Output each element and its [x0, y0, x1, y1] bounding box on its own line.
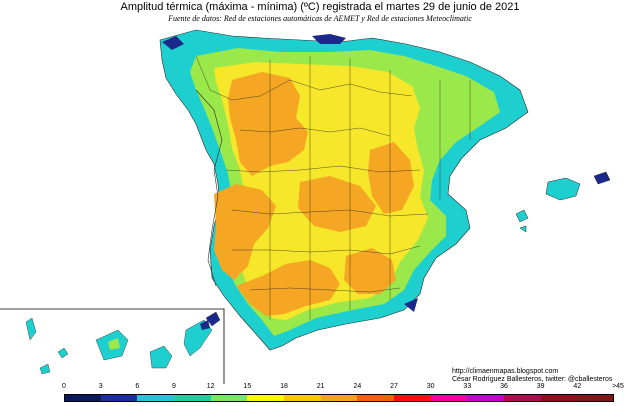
- map-subtitle: Fuente de datos: Red de estaciones autom…: [168, 14, 472, 23]
- legend-tick-label: 6: [135, 383, 140, 390]
- legend-tick-label: 39: [536, 383, 545, 390]
- legend-swatch: [577, 394, 615, 402]
- legend-tick-label: 24: [353, 383, 362, 390]
- legend-tick-label: 27: [390, 383, 398, 390]
- legend-tick-label: 12: [206, 383, 215, 390]
- credit-url: http://climaenmapas.blogspot.com: [452, 368, 559, 375]
- legend-tick-label: 3: [98, 383, 103, 390]
- menorca: [593, 171, 611, 185]
- ibiza: [515, 209, 529, 223]
- province-boundaries: [195, 55, 471, 320]
- legend-tick-label: 42: [573, 383, 582, 390]
- legend-swatch: [320, 394, 358, 402]
- legend-tick-label: >45: [612, 383, 624, 390]
- legend-tick-label: 0: [62, 383, 66, 390]
- inset-frame: [0, 308, 225, 384]
- legend-swatch: [467, 394, 505, 402]
- navy-coast-galicia: [162, 36, 184, 50]
- legend-tick-label: 33: [463, 383, 472, 390]
- lanzarote: [205, 311, 221, 327]
- legend-swatch: [540, 394, 578, 402]
- legend-swatch: [247, 394, 285, 402]
- balearic-islands: [515, 171, 611, 233]
- gran-canaria: [149, 345, 173, 369]
- legend-tick-label: 21: [316, 383, 325, 390]
- orange-zone-west: [214, 184, 276, 280]
- map-title: Amplitud térmica (máxima - mínima) (ºC) …: [120, 1, 520, 13]
- el-hierro: [39, 363, 51, 375]
- legend-swatch: [394, 394, 431, 402]
- orange-zone-east: [368, 142, 414, 214]
- portugal-border: [195, 89, 223, 287]
- legend-tick-label: 15: [243, 383, 252, 390]
- orange-zone-south: [344, 248, 396, 294]
- legend-tick-label: 30: [426, 383, 435, 390]
- legend-swatch: [100, 394, 138, 402]
- formentera: [519, 225, 527, 233]
- orange-zone-northwest: [228, 72, 308, 176]
- la-gomera: [57, 347, 69, 359]
- legend-swatch: [284, 394, 321, 402]
- navy-coast-south: [404, 298, 418, 312]
- legend-swatch: [137, 394, 175, 402]
- legend-swatch: [430, 394, 468, 402]
- la-palma: [25, 317, 37, 341]
- legend-swatch: [357, 394, 395, 402]
- legend-swatch: [210, 394, 248, 402]
- legend-tick-label: 18: [280, 383, 288, 390]
- legend-swatch: [64, 394, 101, 402]
- legend-swatch: [174, 394, 211, 402]
- tenerife-inland: [108, 338, 120, 350]
- orange-zone-center: [298, 176, 376, 232]
- legend-tick-label: 9: [172, 383, 176, 390]
- legend-tick-label: 36: [500, 383, 508, 390]
- legend-swatch: [504, 394, 541, 402]
- color-legend: 0 3 6 9 12 15 18 21 24 27 30 33 36 39 42 >45: [0, 383, 640, 406]
- canary-islands-inset: [0, 308, 225, 384]
- credit-author: César Rodríguez Ballesteros, twitter: @c…: [452, 376, 613, 383]
- fuerteventura-coast: [200, 320, 210, 330]
- navy-coast-cantabria: [312, 34, 346, 44]
- mallorca: [545, 177, 581, 201]
